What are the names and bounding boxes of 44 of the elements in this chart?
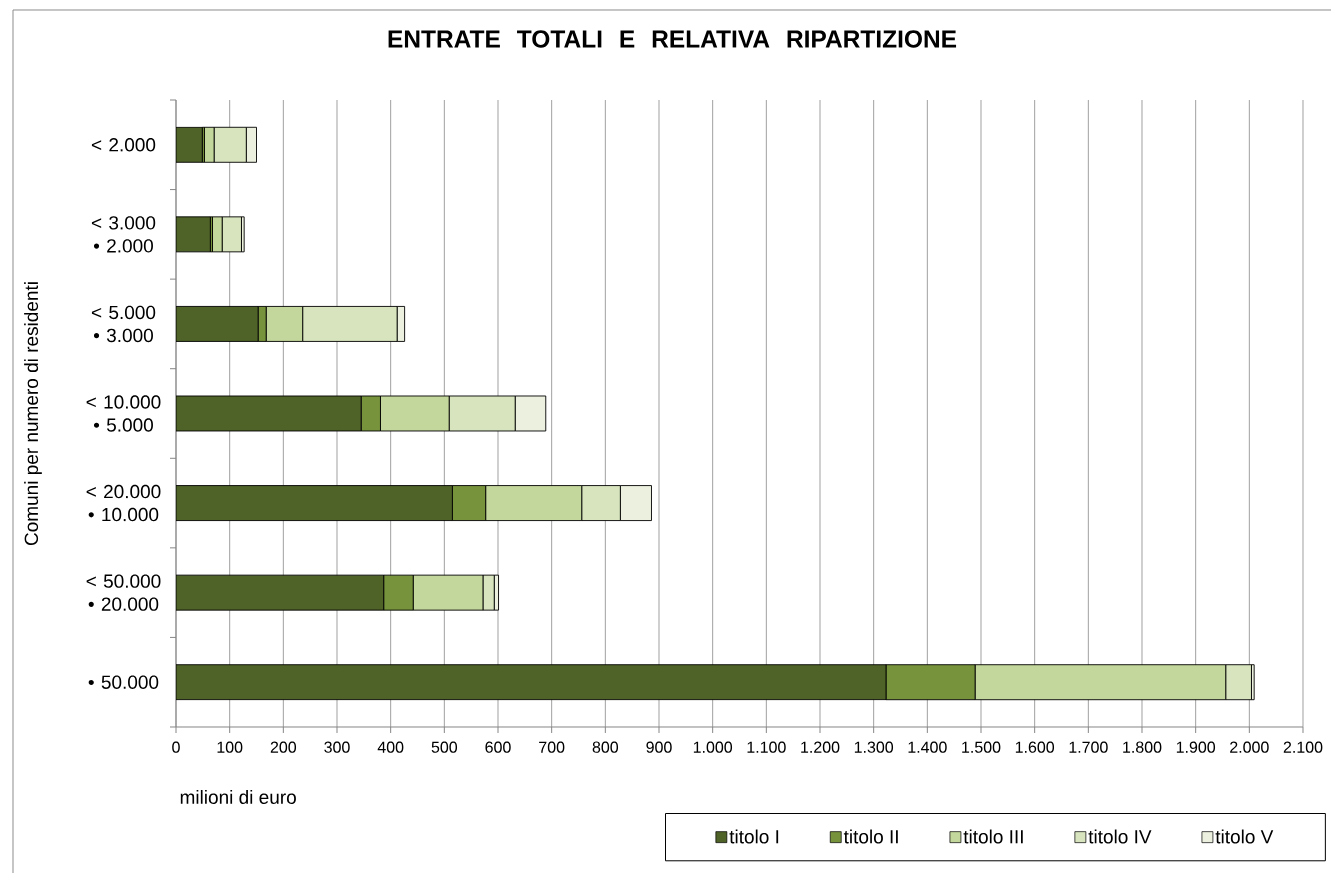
x-tick-label: 1.200	[801, 741, 840, 753]
x-tick-label: 1.600	[1015, 741, 1055, 753]
y-tick-label: < 50.000 • 20.000	[86, 574, 161, 611]
x-tick-label: 900	[646, 741, 672, 753]
bar	[176, 574, 385, 611]
x-tick-label: 300	[324, 741, 350, 753]
legend-label: titolo I	[729, 829, 779, 844]
bar	[176, 664, 887, 701]
x-axis-title: milioni di euro	[180, 789, 296, 804]
chart-title: ENTRATE TOTALI E RELATIVA RIPARTIZIONE	[388, 30, 957, 48]
y-tick-label: < 10.000 • 5.000	[86, 395, 161, 432]
bar	[176, 395, 362, 432]
x-tick-label: 1.000	[693, 741, 733, 753]
x-tick-label: 700	[539, 741, 565, 753]
x-tick-label: 0	[172, 741, 180, 753]
bar	[176, 305, 259, 342]
x-tick-label: 1.700	[1069, 741, 1108, 753]
y-tick-label: • 50.000	[88, 675, 159, 689]
y-tick-label: < 20.000 • 10.000	[86, 484, 161, 522]
x-tick-label: 1.900	[1176, 741, 1216, 753]
x-tick-label: 500	[431, 741, 458, 753]
x-tick-label: 1.500	[962, 741, 1001, 753]
y-tick-label: < 5.000 • 3.000	[91, 305, 156, 343]
x-tick-label: 1.100	[747, 741, 786, 753]
bar	[176, 216, 211, 253]
x-tick-label: 400	[377, 741, 404, 753]
y-tick-label: < 3.000 • 2.000	[91, 216, 156, 253]
x-tick-label: 1.800	[1123, 741, 1162, 753]
bar	[176, 485, 453, 522]
y-axis-title: Comuni per numero di residenti	[24, 282, 42, 546]
x-tick-label: 1.400	[908, 741, 947, 753]
bar	[176, 126, 203, 163]
x-tick-label: 600	[485, 741, 511, 753]
y-tick-label: < 2.000	[91, 138, 156, 152]
legend-label: titolo IV	[1088, 829, 1152, 844]
legend-label: titolo III	[963, 829, 1023, 844]
x-tick-label: 800	[592, 741, 619, 753]
x-tick-label: 1.300	[854, 741, 894, 753]
legend-label: titolo II	[843, 829, 898, 844]
x-tick-label: 2.000	[1230, 741, 1269, 753]
x-tick-label: 100	[217, 741, 243, 753]
x-tick-label: 2.100	[1283, 741, 1323, 753]
legend-label: titolo V	[1215, 829, 1274, 844]
x-tick-label: 200	[270, 741, 297, 753]
